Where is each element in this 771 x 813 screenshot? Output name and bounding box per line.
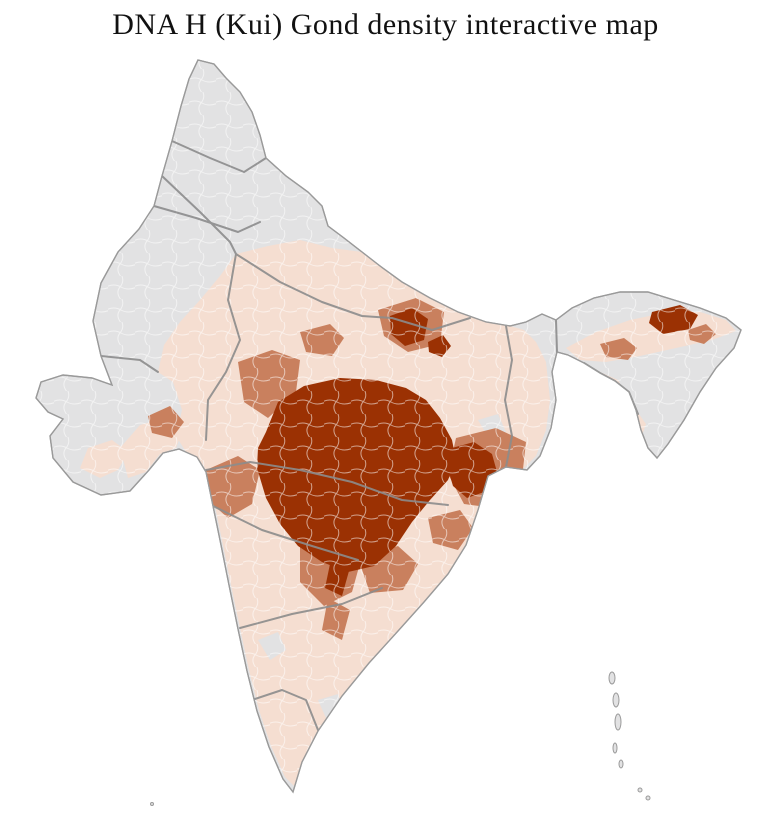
state-border-bengal-west [504, 325, 513, 468]
state-border-up-south [235, 253, 471, 331]
state-border-himachal [171, 140, 267, 173]
district-boundaries-mesh [36, 60, 741, 792]
state-border-mp-maharashtra [205, 461, 449, 506]
page-title: DNA H (Kui) Gond density interactive map [112, 8, 659, 41]
state-border-karnataka-andhra [239, 587, 383, 629]
island[interactable] [618, 759, 624, 769]
state-border-tamilnadu-kerala [251, 689, 319, 731]
island-chain[interactable] [150, 671, 651, 806]
state-borders [100, 140, 639, 731]
state-border-gujarat-north [100, 355, 159, 373]
island[interactable] [150, 802, 154, 806]
island[interactable] [614, 713, 622, 731]
state-border-punjab [153, 205, 261, 233]
island[interactable] [612, 742, 618, 754]
island[interactable] [608, 671, 616, 685]
country-outline [35, 59, 742, 794]
island[interactable] [637, 787, 643, 793]
island[interactable] [645, 795, 651, 801]
island[interactable] [612, 692, 620, 708]
state-border-maharashtra-south [212, 505, 359, 561]
